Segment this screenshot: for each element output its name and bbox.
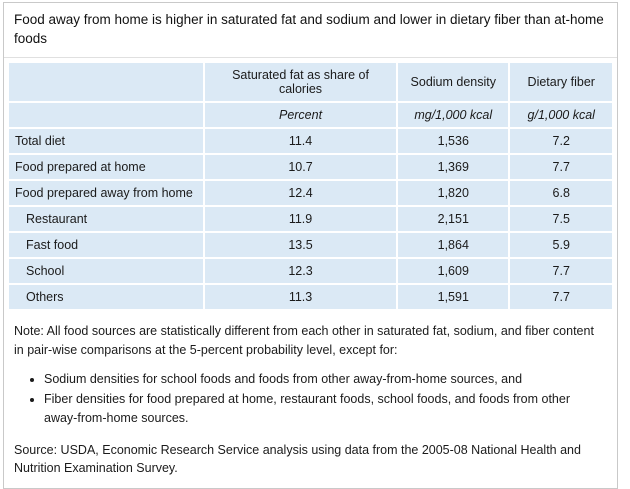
unit-header-row: Percent mg/1,000 kcal g/1,000 kcal xyxy=(9,102,612,127)
nutrition-table: Saturated fat as share of calories Sodiu… xyxy=(7,61,614,311)
cell-value: 7.7 xyxy=(510,154,612,179)
cell-value: 11.9 xyxy=(205,206,397,231)
table-row: School 12.3 1,609 7.7 xyxy=(9,258,612,283)
unit-fiber: g/1,000 kcal xyxy=(510,102,612,127)
column-header-saturated-fat: Saturated fat as share of calories xyxy=(205,62,397,101)
cell-value: 7.7 xyxy=(510,258,612,283)
cell-value: 1,864 xyxy=(398,232,509,257)
note-text: Note: All food sources are statistically… xyxy=(14,323,594,357)
cell-value: 6.8 xyxy=(510,180,612,205)
table-row: Food prepared away from home 12.4 1,820 6.8 xyxy=(9,180,612,205)
table-header: Saturated fat as share of calories Sodiu… xyxy=(9,62,612,127)
table-row: Fast food 13.5 1,864 5.9 xyxy=(9,232,612,257)
cell-value: 7.7 xyxy=(510,284,612,309)
unit-sodium: mg/1,000 kcal xyxy=(398,102,509,127)
cell-value: 1,369 xyxy=(398,154,509,179)
cell-value: 12.4 xyxy=(205,180,397,205)
row-label: Food prepared away from home xyxy=(9,180,204,205)
cell-value: 5.9 xyxy=(510,232,612,257)
figure-title: Food away from home is higher in saturat… xyxy=(4,3,617,58)
row-label: Restaurant xyxy=(9,206,204,231)
cell-value: 1,609 xyxy=(398,258,509,283)
cell-value: 2,151 xyxy=(398,206,509,231)
note-bullet: Fiber densities for food prepared at hom… xyxy=(44,390,605,428)
table-row: Total diet 11.4 1,536 7.2 xyxy=(9,128,612,153)
figure-container: Food away from home is higher in saturat… xyxy=(3,2,618,489)
cell-value: 11.4 xyxy=(205,128,397,153)
cell-value: 1,820 xyxy=(398,180,509,205)
table-row: Others 11.3 1,591 7.7 xyxy=(9,284,612,309)
column-header-fiber: Dietary fiber xyxy=(510,62,612,101)
cell-value: 1,536 xyxy=(398,128,509,153)
row-label: Food prepared at home xyxy=(9,154,204,179)
row-label: Fast food xyxy=(9,232,204,257)
note-block: Note: All food sources are statistically… xyxy=(4,314,617,428)
corner-cell xyxy=(9,102,204,127)
row-label: School xyxy=(9,258,204,283)
cell-value: 11.3 xyxy=(205,284,397,309)
table-body: Total diet 11.4 1,536 7.2 Food prepared at h… xyxy=(9,128,612,309)
corner-cell xyxy=(9,62,204,101)
note-bullet: Sodium densities for school foods and fo… xyxy=(44,370,605,389)
column-header-row: Saturated fat as share of calories Sodiu… xyxy=(9,62,612,101)
row-label: Total diet xyxy=(9,128,204,153)
cell-value: 12.3 xyxy=(205,258,397,283)
source-text: Source: USDA, Economic Research Service … xyxy=(14,442,581,476)
note-bullet-list: Sodium densities for school foods and fo… xyxy=(44,370,605,427)
column-header-sodium: Sodium density xyxy=(398,62,509,101)
table-row: Restaurant 11.9 2,151 7.5 xyxy=(9,206,612,231)
table-row: Food prepared at home 10.7 1,369 7.7 xyxy=(9,154,612,179)
unit-percent: Percent xyxy=(205,102,397,127)
cell-value: 1,591 xyxy=(398,284,509,309)
row-label: Others xyxy=(9,284,204,309)
cell-value: 13.5 xyxy=(205,232,397,257)
cell-value: 7.5 xyxy=(510,206,612,231)
cell-value: 7.2 xyxy=(510,128,612,153)
cell-value: 10.7 xyxy=(205,154,397,179)
